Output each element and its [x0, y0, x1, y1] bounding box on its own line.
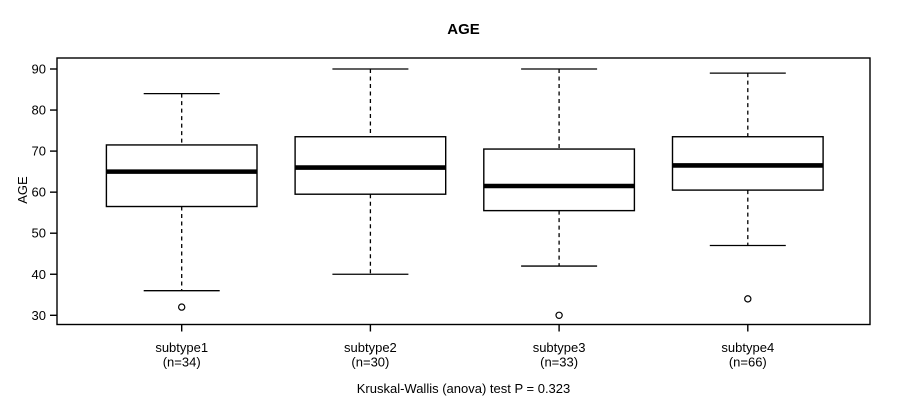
- x-category-sublabel: (n=30): [351, 355, 389, 370]
- x-category-label: subtype4: [721, 340, 774, 355]
- iqr-box: [483, 148, 636, 212]
- x-category-sublabel: (n=34): [163, 355, 201, 370]
- y-tick-label: 80: [32, 103, 46, 118]
- x-category-sublabel: (n=66): [729, 355, 767, 370]
- x-category-sublabel: (n=33): [540, 355, 578, 370]
- y-tick-label: 40: [32, 267, 46, 282]
- x-category-label: subtype2: [344, 340, 397, 355]
- y-tick-label: 60: [32, 185, 46, 200]
- kruskal-wallis-annotation: Kruskal-Wallis (anova) test P = 0.323: [357, 381, 571, 396]
- plot-area: 30405060708090subtype1(n=34)subtype2(n=3…: [32, 57, 871, 370]
- outlier-point: [177, 303, 186, 311]
- y-tick-label: 70: [32, 144, 46, 159]
- y-tick-label: 50: [32, 226, 46, 241]
- iqr-box: [105, 144, 258, 208]
- outlier-point: [744, 295, 752, 303]
- y-tick-label: 90: [32, 62, 46, 77]
- y-tick-label: 30: [32, 308, 46, 323]
- plot-frame: [56, 57, 871, 326]
- outlier-point: [555, 311, 563, 319]
- x-category-label: subtype1: [155, 340, 208, 355]
- x-category-label: subtype3: [533, 340, 586, 355]
- chart-title: AGE: [447, 21, 480, 38]
- y-axis-title: AGE: [15, 176, 30, 204]
